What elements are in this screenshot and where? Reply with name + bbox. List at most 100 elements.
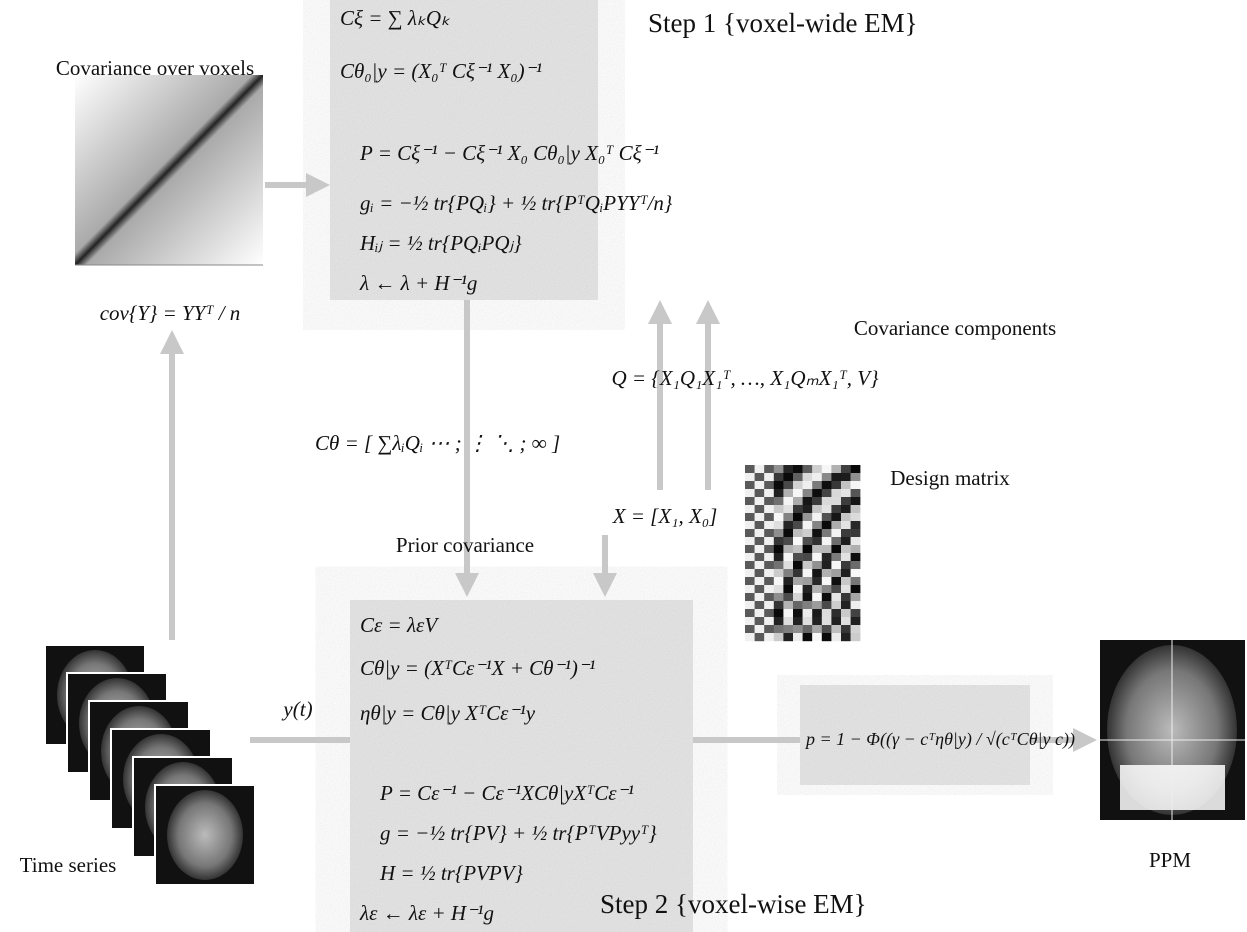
design-cell xyxy=(764,617,774,625)
design-cell xyxy=(783,465,793,473)
design-cell xyxy=(764,537,774,545)
design-cell xyxy=(793,505,803,513)
design-cell xyxy=(793,521,803,529)
design-cell xyxy=(745,553,755,561)
design-cell xyxy=(851,577,861,585)
design-cell xyxy=(783,553,793,561)
design-cell xyxy=(822,609,832,617)
design-cell xyxy=(841,585,851,593)
design-cell xyxy=(851,521,861,529)
design-cell xyxy=(774,593,784,601)
design-cell xyxy=(851,617,861,625)
design-cell xyxy=(841,481,851,489)
design-cell xyxy=(783,585,793,593)
design-cell xyxy=(755,513,765,521)
design-cell xyxy=(774,601,784,609)
design-cell xyxy=(822,473,832,481)
step-title: Step 1 {voxel-wide EM} xyxy=(648,8,918,38)
design-cell xyxy=(803,513,813,521)
design-cell xyxy=(755,465,765,473)
design-cell xyxy=(764,505,774,513)
design-cell xyxy=(745,545,755,553)
design-cell xyxy=(755,553,765,561)
design-cell xyxy=(774,473,784,481)
design-cell xyxy=(783,545,793,553)
design-cell xyxy=(774,529,784,537)
design-cell xyxy=(803,633,813,641)
design-cell xyxy=(793,481,803,489)
design-cell xyxy=(803,577,813,585)
design-cell xyxy=(841,513,851,521)
design-cell xyxy=(755,633,765,641)
design-cell xyxy=(822,537,832,545)
design-cell xyxy=(764,585,774,593)
design-cell xyxy=(812,481,822,489)
design-cell xyxy=(841,569,851,577)
design-cell xyxy=(745,537,755,545)
design-cell xyxy=(831,561,841,569)
design-cell xyxy=(774,625,784,633)
design-cell xyxy=(841,489,851,497)
design-cell xyxy=(822,561,832,569)
equation: P = Cξ⁻¹ − Cξ⁻¹ X₀ Cθ₀|y X₀ᵀ Cξ⁻¹ xyxy=(359,141,659,165)
design-cell xyxy=(822,633,832,641)
design-cell xyxy=(793,545,803,553)
design-cell xyxy=(851,529,861,537)
design-cell xyxy=(745,585,755,593)
design-cell xyxy=(793,577,803,585)
equation: gᵢ = −½ tr{PQᵢ} + ½ tr{PᵀQᵢPYYᵀ/n} xyxy=(360,191,673,215)
design-cell xyxy=(783,537,793,545)
design-cell xyxy=(831,489,841,497)
design-cell xyxy=(831,545,841,553)
design-cell xyxy=(745,505,755,513)
design-cell xyxy=(822,617,832,625)
design-cell xyxy=(774,553,784,561)
design-cell xyxy=(755,497,765,505)
design-cell xyxy=(841,633,851,641)
design-cell xyxy=(841,593,851,601)
design-cell xyxy=(822,497,832,505)
equation: Cθ₀|y = (X₀ᵀ Cξ⁻¹ X₀)⁻¹ xyxy=(340,59,542,83)
design-cell xyxy=(831,593,841,601)
design-cell xyxy=(745,529,755,537)
design-cell xyxy=(764,545,774,553)
design-cell xyxy=(764,569,774,577)
design-cell xyxy=(851,513,861,521)
design-cell xyxy=(774,569,784,577)
design-cell xyxy=(793,489,803,497)
label: Design matrix xyxy=(890,466,1010,490)
time-series-images xyxy=(45,645,255,885)
design-cell xyxy=(812,473,822,481)
design-cell xyxy=(793,569,803,577)
design-cell xyxy=(803,537,813,545)
design-cell xyxy=(841,625,851,633)
design-cell xyxy=(812,633,822,641)
design-matrix-image xyxy=(745,465,860,641)
design-cell xyxy=(745,465,755,473)
design-cell xyxy=(812,545,822,553)
design-cell xyxy=(841,553,851,561)
design-cell xyxy=(764,489,774,497)
equation: Cθ|y = (XᵀCε⁻¹X + Cθ⁻¹)⁻¹ xyxy=(360,656,595,680)
design-cell xyxy=(774,497,784,505)
design-cell xyxy=(831,481,841,489)
design-cell xyxy=(841,577,851,585)
design-cell xyxy=(812,489,822,497)
design-cell xyxy=(764,473,774,481)
design-cell xyxy=(831,553,841,561)
design-cell xyxy=(793,473,803,481)
equation: cov{Y} = YYᵀ / n xyxy=(100,301,241,325)
design-cell xyxy=(841,505,851,513)
design-cell xyxy=(774,521,784,529)
design-cell xyxy=(831,537,841,545)
design-cell xyxy=(803,553,813,561)
design-cell xyxy=(745,593,755,601)
design-cell xyxy=(803,489,813,497)
design-cell xyxy=(745,617,755,625)
design-cell xyxy=(774,609,784,617)
design-cell xyxy=(822,545,832,553)
design-cell xyxy=(812,529,822,537)
design-cell xyxy=(803,569,813,577)
design-cell xyxy=(841,601,851,609)
design-cell xyxy=(803,625,813,633)
